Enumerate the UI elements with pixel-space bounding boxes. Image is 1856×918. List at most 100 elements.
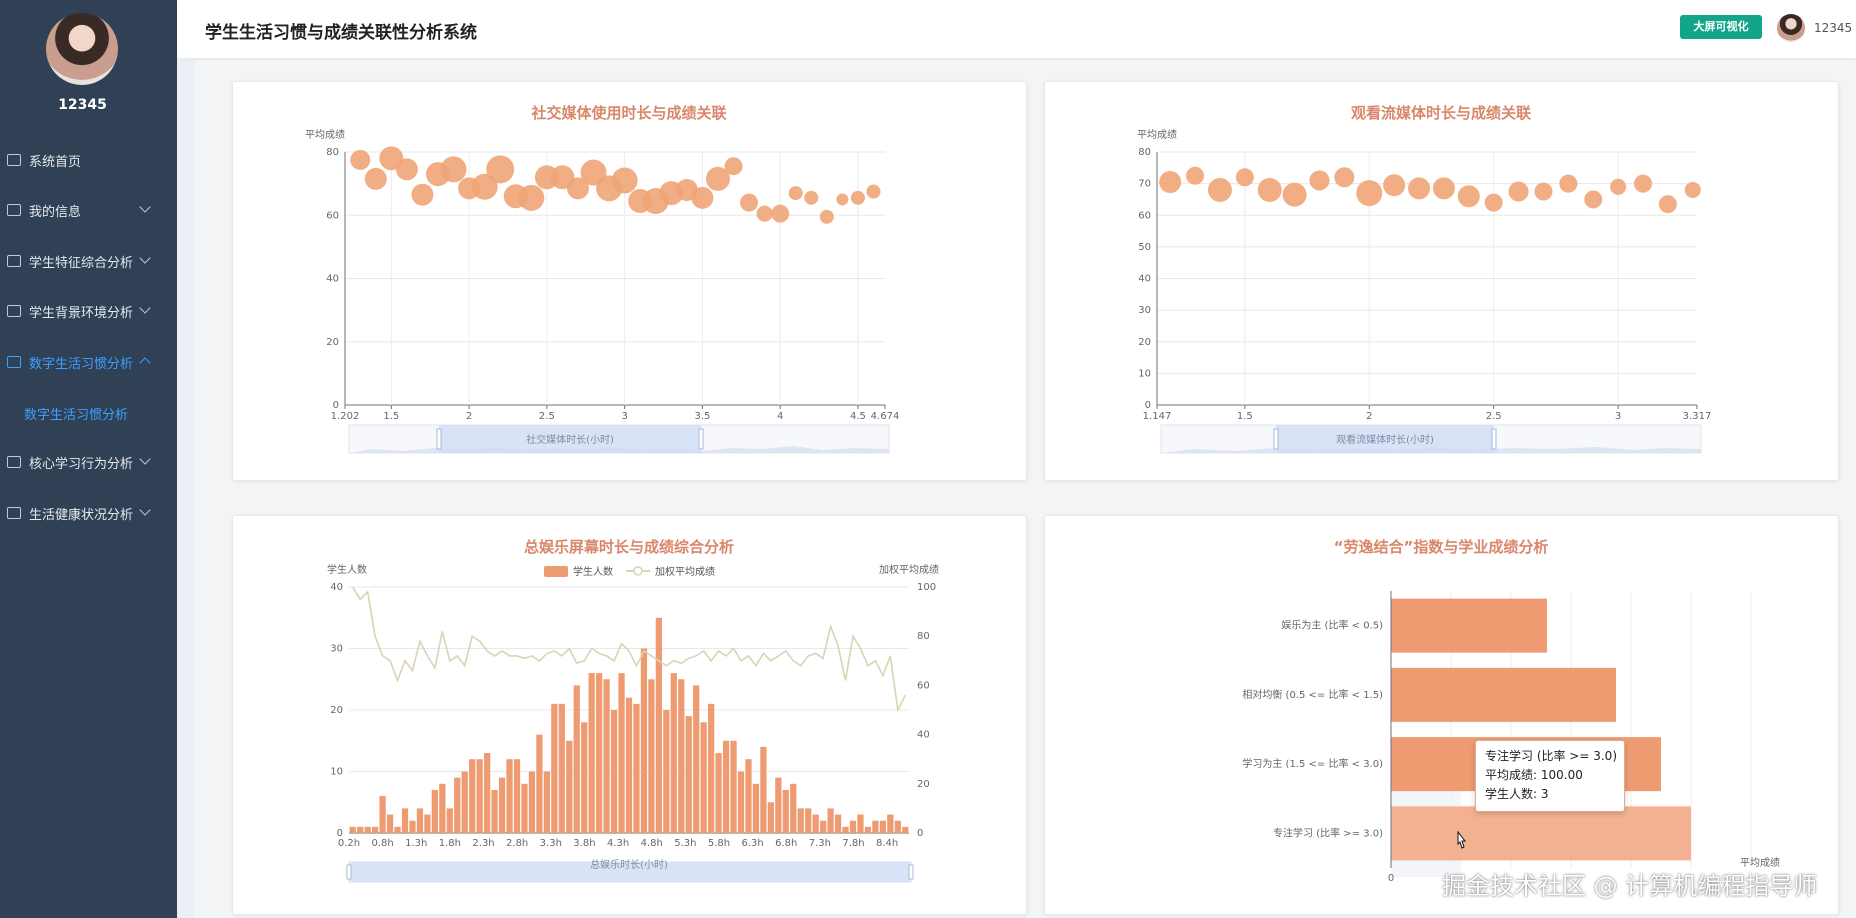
bar[interactable] xyxy=(596,673,603,833)
sidebar-item-home[interactable]: 系统首页 xyxy=(0,140,165,180)
scatter-point[interactable] xyxy=(1584,190,1603,209)
bar[interactable] xyxy=(767,802,774,833)
bar[interactable] xyxy=(558,703,565,833)
bar[interactable] xyxy=(663,710,670,833)
scatter-point[interactable] xyxy=(1457,185,1480,208)
bar[interactable] xyxy=(775,777,782,833)
bar[interactable] xyxy=(648,679,655,833)
zoom-handle-right[interactable] xyxy=(1491,428,1497,450)
bar[interactable] xyxy=(872,820,879,833)
scatter-point[interactable] xyxy=(771,204,790,223)
bar[interactable] xyxy=(528,771,536,834)
scatter-point[interactable] xyxy=(788,186,803,201)
bar[interactable] xyxy=(424,814,431,833)
bar[interactable] xyxy=(700,722,707,833)
bar[interactable] xyxy=(678,679,685,833)
scatter-point[interactable] xyxy=(1334,167,1355,188)
scatter-point[interactable] xyxy=(1257,177,1282,202)
scatter-point[interactable] xyxy=(1684,181,1701,198)
zoom-slider-window[interactable] xyxy=(349,862,911,882)
zoom-handle-right[interactable] xyxy=(908,864,914,880)
scatter-point[interactable] xyxy=(1282,182,1307,207)
scatter-point[interactable] xyxy=(364,167,387,190)
bar[interactable] xyxy=(842,826,849,833)
bar[interactable] xyxy=(379,796,386,833)
zoom-handle-left[interactable] xyxy=(1273,428,1279,450)
sidebar-item-background-env[interactable]: 学生背景环境分析 xyxy=(0,291,165,331)
bar[interactable] xyxy=(625,697,633,833)
scatter-point[interactable] xyxy=(395,158,418,181)
scatter-point[interactable] xyxy=(850,190,865,205)
header-username[interactable]: 12345 xyxy=(1814,21,1853,35)
bar[interactable] xyxy=(693,685,700,833)
bar[interactable] xyxy=(797,808,804,833)
scatter-point[interactable] xyxy=(756,205,773,222)
bigscreen-button[interactable]: 大屏可视化 xyxy=(1680,15,1762,39)
bar[interactable] xyxy=(394,826,401,833)
bar[interactable] xyxy=(857,814,864,833)
bar[interactable] xyxy=(469,759,476,833)
bar[interactable] xyxy=(805,808,812,833)
bar[interactable] xyxy=(581,722,588,833)
bar[interactable] xyxy=(513,759,521,833)
bar[interactable] xyxy=(864,826,872,833)
scatter-point[interactable] xyxy=(411,183,434,206)
scatter-point[interactable] xyxy=(866,184,881,199)
bar[interactable] xyxy=(461,771,468,834)
bar[interactable] xyxy=(834,814,842,833)
scatter-point[interactable] xyxy=(1159,171,1182,194)
scatter-point[interactable] xyxy=(1508,181,1529,202)
scatter-point[interactable] xyxy=(724,157,743,176)
bar[interactable] xyxy=(431,789,438,833)
bar[interactable] xyxy=(655,617,662,833)
sidebar-item-my-info[interactable]: 我的信息 xyxy=(0,190,165,230)
bar[interactable] xyxy=(454,777,461,833)
scatter-point[interactable] xyxy=(691,186,714,209)
bar[interactable] xyxy=(1391,598,1547,653)
bar[interactable] xyxy=(386,814,394,833)
bar[interactable] xyxy=(752,783,760,833)
bar[interactable] xyxy=(498,777,506,833)
scatter-point[interactable] xyxy=(1207,177,1232,202)
scatter-point[interactable] xyxy=(1534,182,1553,201)
bar[interactable] xyxy=(722,740,730,833)
zoom-handle-left[interactable] xyxy=(346,864,352,880)
bar[interactable] xyxy=(357,826,364,833)
bar[interactable] xyxy=(521,783,528,833)
scatter-point[interactable] xyxy=(486,155,515,184)
bar[interactable] xyxy=(902,826,909,833)
bar[interactable] xyxy=(588,673,595,833)
bar[interactable] xyxy=(536,734,543,833)
bar[interactable] xyxy=(879,820,886,833)
zoom-handle-left[interactable] xyxy=(436,428,442,450)
scatter-point[interactable] xyxy=(1383,174,1406,197)
legend-label-line[interactable]: 加权平均成绩 xyxy=(655,565,715,578)
bar[interactable] xyxy=(737,771,745,834)
bar[interactable] xyxy=(730,740,737,833)
bar[interactable] xyxy=(401,808,409,833)
scatter-point[interactable] xyxy=(350,149,371,170)
bar[interactable] xyxy=(416,808,424,833)
bar[interactable] xyxy=(349,826,356,833)
bar[interactable] xyxy=(543,771,550,834)
scatter-point[interactable] xyxy=(804,190,819,205)
scatter-point[interactable] xyxy=(1658,195,1677,214)
bar[interactable] xyxy=(446,808,453,833)
scatter-point[interactable] xyxy=(1634,174,1652,193)
bar[interactable] xyxy=(827,808,834,833)
bar[interactable] xyxy=(887,814,894,833)
bar[interactable] xyxy=(551,703,558,833)
scatter-point[interactable] xyxy=(819,209,834,224)
scatter-point[interactable] xyxy=(440,156,467,183)
bar[interactable] xyxy=(364,826,371,833)
bar[interactable] xyxy=(566,740,573,833)
bar[interactable] xyxy=(640,648,648,834)
scatter-point[interactable] xyxy=(1356,180,1383,207)
scatter-point[interactable] xyxy=(836,193,849,206)
bar[interactable] xyxy=(790,783,797,833)
bar[interactable] xyxy=(439,783,446,833)
scatter-point[interactable] xyxy=(611,167,638,194)
bar[interactable] xyxy=(894,820,901,833)
bar[interactable] xyxy=(603,679,610,833)
scatter-point[interactable] xyxy=(705,166,730,191)
